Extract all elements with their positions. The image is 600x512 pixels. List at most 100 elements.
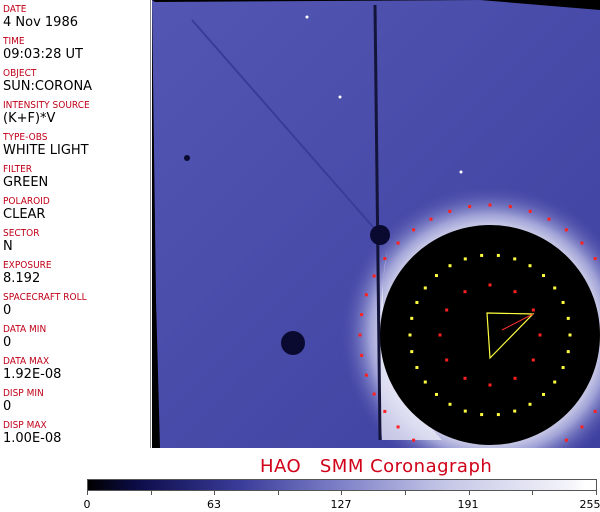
colorbar-tick-label: 255 [579, 498, 600, 511]
marker-dot [488, 283, 492, 287]
colorbar-tick-label: 191 [457, 498, 479, 511]
marker-dot [547, 217, 551, 221]
marker-dot [538, 333, 542, 337]
marker-dot [513, 290, 517, 294]
field-value: 0 [3, 399, 12, 414]
field-label: SECTOR [3, 228, 40, 239]
marker-dot [445, 358, 449, 362]
field-data-min: DATA MIN 0 [3, 324, 51, 350]
marker-dot [496, 253, 500, 257]
colorbar-tick-label: 127 [330, 498, 352, 511]
field-disp-min: DISP MIN 0 [3, 388, 48, 414]
marker-dot [396, 425, 400, 429]
field-label: DISP MAX [3, 420, 47, 431]
marker-dot [508, 205, 512, 209]
image-corner-mask [480, 0, 600, 10]
field-value: (K+F)*V [3, 111, 56, 126]
field-value: GREEN [3, 175, 49, 190]
marker-dot [542, 392, 546, 396]
field-filter: FILTER GREEN [3, 164, 48, 190]
marker-dot [496, 413, 500, 417]
marker-dot [463, 257, 467, 261]
marker-dot [531, 308, 535, 312]
marker-dot [542, 274, 546, 278]
field-label: POLAROID [3, 196, 50, 207]
dark-spot [370, 225, 390, 245]
marker-dot [412, 228, 416, 232]
header-info-panel: DATE 4 Nov 1986 TIME 09:03:28 UT OBJECT SUN:C… [0, 0, 151, 448]
sector-line [501, 313, 534, 331]
marker-dot [480, 413, 484, 417]
colorbar-tick [277, 491, 279, 495]
field-label: DATA MIN [3, 324, 47, 335]
bright-speck [459, 170, 463, 174]
marker-dot [383, 409, 387, 413]
dark-spot [281, 331, 305, 355]
marker-dot [561, 366, 565, 370]
marker-dot [593, 409, 597, 413]
marker-dot [564, 228, 568, 232]
marker-dot [568, 333, 572, 337]
colorbar-tick [87, 491, 88, 495]
marker-dot [415, 300, 419, 304]
marker-dot [358, 333, 362, 337]
field-label: DISP MIN [3, 388, 44, 399]
marker-dot [372, 274, 376, 278]
sector-outline [486, 312, 535, 360]
colorbar-tick [405, 491, 406, 495]
marker-dot [410, 350, 414, 354]
field-value: WHITE LIGHT [3, 143, 89, 158]
field-date: DATE 4 Nov 1986 [3, 4, 78, 30]
field-object: OBJECT SUN:CORONA [3, 68, 92, 94]
colorbar-tick [595, 491, 597, 495]
marker-dot [580, 425, 584, 429]
colorbar-tick-label: 0 [83, 498, 91, 511]
field-value: 4 Nov 1986 [3, 15, 78, 30]
field-label: INTENSITY SOURCE [3, 100, 90, 111]
colorbar-tick [341, 491, 343, 495]
marker-dot [468, 205, 472, 209]
field-time: TIME 09:03:28 UT [3, 36, 83, 62]
colorbar-tick [468, 491, 470, 495]
marker-dot [593, 257, 597, 261]
marker-dot [364, 373, 368, 377]
marker-dot [463, 290, 467, 294]
marker-dot [488, 383, 492, 387]
field-value: SUN:CORONA [3, 79, 93, 94]
marker-dot [513, 257, 517, 261]
field-disp-max: DISP MAX 1.00E-08 [3, 420, 61, 446]
field-intensity-source: INTENSITY SOURCE (K+F)*V [3, 100, 99, 126]
grid-markers [358, 203, 597, 442]
marker-dot [580, 241, 584, 245]
marker-dot [364, 293, 368, 297]
field-value: N [3, 239, 13, 254]
marker-dot [448, 209, 452, 213]
field-label: SPACECRAFT ROLL [3, 292, 87, 303]
marker-dot [429, 217, 433, 221]
field-value: 0 [3, 335, 12, 350]
marker-dot [448, 402, 452, 406]
marker-dot [423, 286, 427, 290]
bright-speck [305, 15, 309, 19]
marker-dot [513, 376, 517, 380]
marker-dot [564, 438, 568, 442]
colorbar [87, 479, 597, 491]
pylon-line [373, 4, 382, 441]
marker-dot [448, 264, 452, 268]
field-polaroid: POLAROID CLEAR [3, 196, 55, 222]
field-data-max: DATA MAX 1.92E-08 [3, 356, 61, 382]
field-label: FILTER [3, 164, 33, 175]
marker-dot [528, 264, 532, 268]
marker-dot [408, 333, 412, 337]
marker-dot [463, 376, 467, 380]
marker-dot [566, 350, 570, 354]
field-label: EXPOSURE [3, 260, 52, 271]
occulting-disk [380, 225, 600, 445]
field-value: 1.92E-08 [3, 367, 62, 382]
field-label: TYPE-OBS [3, 132, 48, 143]
marker-dot [553, 286, 557, 290]
field-value: 8.192 [3, 271, 41, 286]
marker-dot [445, 308, 449, 312]
dark-spot [184, 155, 190, 161]
marker-dot [434, 392, 438, 396]
